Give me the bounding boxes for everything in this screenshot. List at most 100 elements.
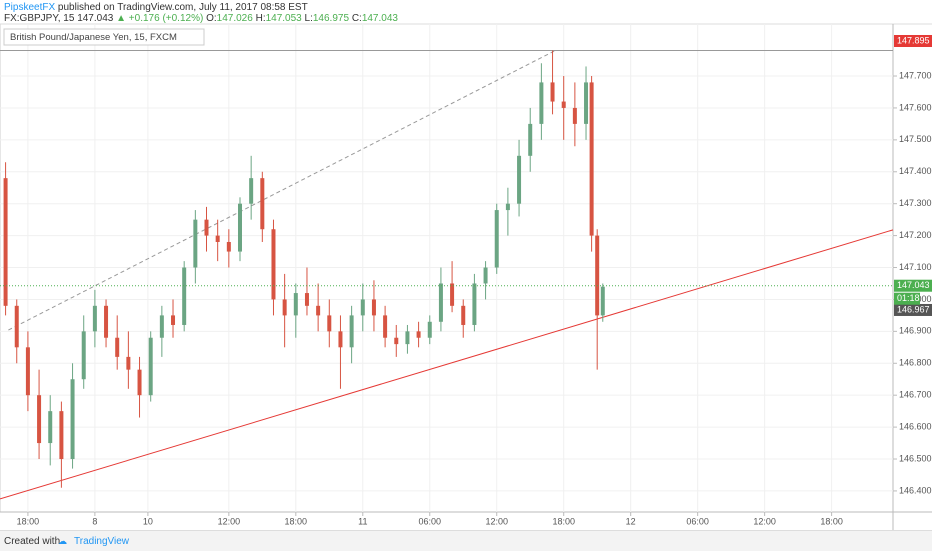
candle-body <box>517 155 522 204</box>
candle-body <box>472 283 477 325</box>
x-tick-label: 18:00 <box>820 516 843 526</box>
price-label-bg <box>894 279 932 292</box>
trendline <box>8 50 556 331</box>
x-tick-label: 18:00 <box>285 516 308 526</box>
candle-body <box>450 283 455 306</box>
candle-body <box>483 267 488 284</box>
candle-body <box>293 293 298 316</box>
candle-body <box>104 305 109 338</box>
x-tick-label: 10 <box>143 516 153 526</box>
candle-body <box>416 331 421 338</box>
candle-body <box>584 82 589 124</box>
candle-body <box>550 82 555 102</box>
x-tick-label: 18:00 <box>552 516 575 526</box>
candle-body <box>70 379 75 460</box>
candle-body <box>438 283 443 322</box>
footer-logo: ☁ <box>58 536 67 546</box>
x-tick-label: 12 <box>626 516 636 526</box>
candle-body <box>137 369 142 396</box>
c-value: 147.043 <box>361 13 398 24</box>
price-label-bg <box>894 303 932 316</box>
x-tick-label: 8 <box>92 516 97 526</box>
candle-body <box>600 286 605 316</box>
y-tick-label: 147.200 <box>899 230 932 240</box>
candle-body <box>304 293 309 306</box>
header-bg <box>0 0 932 24</box>
candle-body <box>461 305 466 325</box>
price-label: 146.967 <box>897 304 930 314</box>
candle-body <box>37 395 42 444</box>
candle-body <box>25 347 30 396</box>
candle-body <box>14 305 19 348</box>
candle-body <box>271 229 276 300</box>
y-tick-label: 147.100 <box>899 262 932 272</box>
candle-body <box>360 299 365 316</box>
candle-body <box>171 315 176 325</box>
candle-body <box>226 241 231 252</box>
x-tick-label: 12:00 <box>218 516 241 526</box>
y-tick-label: 147.400 <box>899 166 932 176</box>
footer-brand[interactable]: TradingView <box>74 536 130 547</box>
candle-body <box>349 315 354 348</box>
x-tick-label: 06:00 <box>686 516 709 526</box>
symbol: FX:GBPJPY, 15 <box>4 13 75 24</box>
c-label: C: <box>351 13 362 24</box>
candle-body <box>316 305 321 316</box>
candle-body <box>204 219 209 236</box>
candle-body <box>159 315 164 338</box>
x-tick-label: 11 <box>358 516 367 526</box>
candle-body <box>427 321 432 338</box>
legend-text: British Pound/Japanese Yen, 15, FXCM <box>10 32 177 43</box>
y-tick-label: 146.500 <box>899 453 932 463</box>
footer-created: Created with <box>4 536 61 547</box>
h-label: H: <box>255 13 266 24</box>
h-value: 147.053 <box>265 13 302 24</box>
x-tick-label: 06:00 <box>418 516 441 526</box>
candle-body <box>59 411 64 460</box>
chart: 146.400 146.500 146.600 146.700 146.800 146.9… <box>0 0 932 530</box>
x-tick-label: 18:00 <box>17 516 40 526</box>
o-label: O: <box>206 13 217 24</box>
x-tick-label: 12:00 <box>485 516 508 526</box>
candle-body <box>215 235 220 242</box>
price: 147.043 <box>77 13 114 24</box>
candle-body <box>505 203 510 211</box>
candle-body <box>48 411 53 444</box>
y-tick-label: 147.300 <box>899 198 932 208</box>
candle-body <box>539 82 544 124</box>
y-tick-label: 147.500 <box>899 134 932 144</box>
candle-body <box>338 331 343 348</box>
l-label: L: <box>304 13 313 24</box>
legend-box <box>3 28 205 46</box>
candle-body <box>115 337 120 357</box>
price-label-bg <box>894 35 932 47</box>
candle-body <box>282 299 287 316</box>
y-tick-label: 146.400 <box>899 485 932 495</box>
candle-body <box>260 178 265 230</box>
candle-body <box>405 331 410 345</box>
candle-body <box>494 210 499 268</box>
author[interactable]: PipskeetFX <box>4 2 56 13</box>
candle-body <box>126 356 131 370</box>
o-value: 147.026 <box>216 13 253 24</box>
candle-body <box>182 267 187 325</box>
candle-body <box>561 101 566 108</box>
y-tick-label: 147.700 <box>899 70 932 80</box>
published: published on TradingView.com, July 11, 2… <box>57 2 308 13</box>
candle-body <box>595 235 600 316</box>
grid <box>0 24 897 516</box>
y-tick-label: 146.600 <box>899 421 932 431</box>
footer: Created with ☁ TradingView <box>0 530 932 551</box>
header-line-1: PipskeetFX published on TradingView.com,… <box>4 2 308 13</box>
candle-body <box>249 178 254 204</box>
candle-body <box>193 219 198 268</box>
candle-body <box>237 203 242 252</box>
y-tick-label: 146.700 <box>899 390 932 400</box>
candle-body <box>528 123 533 156</box>
price-label: 147.895 <box>897 35 930 45</box>
candle-body <box>148 337 153 396</box>
candle-body <box>327 315 332 332</box>
countdown-bg <box>894 292 920 305</box>
change: ▲ +0.176 (+0.12%) <box>116 13 204 24</box>
